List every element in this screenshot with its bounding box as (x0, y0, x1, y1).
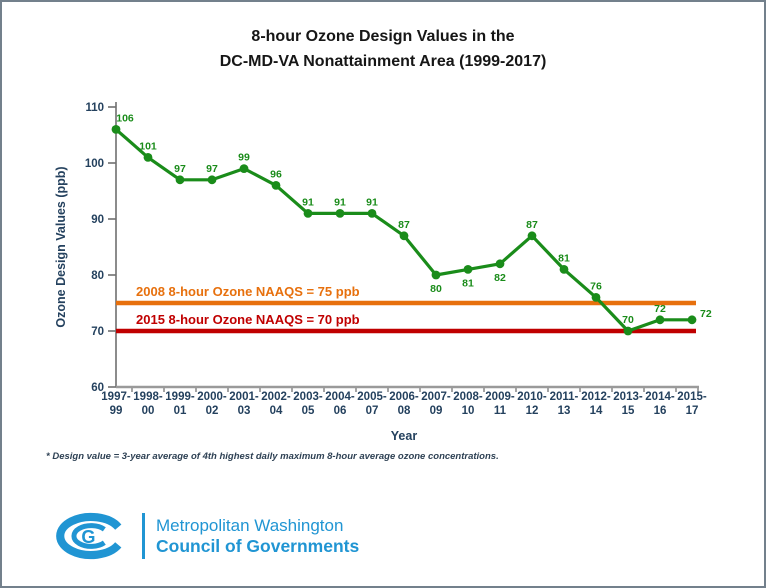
y-tick-label: 90 (91, 214, 104, 226)
x-tick-label: 2008- (453, 391, 483, 403)
data-point-label: 70 (622, 314, 634, 326)
x-tick-label: 2001- (229, 391, 259, 403)
data-point (527, 231, 537, 241)
mwcog-logo: G Metropolitan Washington Council of Gov… (50, 507, 359, 565)
data-point-label: 99 (238, 152, 250, 164)
y-tick-label: 60 (91, 382, 104, 394)
data-point-label: 76 (590, 280, 602, 292)
x-tick-label: 12 (526, 405, 539, 417)
data-point (559, 265, 569, 274)
data-point (431, 270, 441, 280)
data-point-label: 96 (270, 168, 282, 180)
data-point (143, 153, 153, 162)
data-point-label: 72 (700, 308, 712, 320)
data-point (111, 125, 121, 134)
data-point-label: 81 (462, 277, 474, 289)
data-point (623, 326, 633, 336)
x-tick-label: 2009- (485, 391, 515, 403)
x-tick-label: 2011- (550, 391, 579, 403)
x-tick-label: 01 (174, 405, 187, 417)
cog-logo-icon: G (56, 512, 122, 560)
x-tick-label: 2012- (581, 391, 611, 403)
data-point (655, 315, 665, 325)
x-tick-label: 11 (494, 405, 507, 417)
naaqs-reference-label: 2008 8-hour Ozone NAAQS = 75 ppb (136, 284, 360, 299)
data-point-label: 87 (526, 219, 538, 231)
x-tick-label: 14 (590, 405, 603, 417)
data-point (687, 315, 697, 325)
y-tick-label: 110 (85, 102, 104, 114)
logo-divider (142, 513, 145, 559)
x-tick-label: 2015- (677, 391, 707, 403)
data-point-label: 97 (206, 163, 218, 175)
y-tick-label: 100 (85, 158, 104, 170)
x-tick-label: 2000- (197, 391, 227, 403)
data-point (591, 293, 601, 302)
chart-title-line1: 8-hour Ozone Design Values in the (251, 28, 515, 45)
data-point-label: 80 (430, 283, 442, 295)
data-point (239, 164, 249, 173)
chart-title-line2: DC-MD-VA Nonattainment Area (1999-2017) (219, 53, 547, 70)
data-point (495, 259, 505, 269)
data-point-label: 91 (302, 196, 314, 208)
data-point (463, 265, 473, 274)
x-tick-label: 1997- (101, 391, 131, 403)
x-tick-label: 07 (366, 405, 379, 417)
design-value-footnote: * Design value = 3-year average of 4th h… (46, 451, 499, 462)
chart-title: 8-hour Ozone Design Values in the DC-MD-… (2, 24, 764, 74)
x-tick-label: 10 (462, 405, 475, 417)
x-tick-label: 1998- (133, 391, 163, 403)
data-point-label: 82 (494, 272, 506, 284)
data-point-label: 106 (116, 112, 134, 124)
data-point-label: 87 (398, 219, 410, 231)
x-tick-label: 09 (430, 405, 443, 417)
x-tick-label: 2014- (645, 391, 675, 403)
data-point-label: 91 (334, 196, 346, 208)
data-point (367, 209, 377, 218)
x-tick-label: 17 (686, 405, 699, 417)
x-tick-label: 2013- (613, 391, 643, 403)
x-tick-label: 99 (110, 405, 123, 417)
x-tick-label: 2002- (261, 391, 291, 403)
naaqs-reference-label: 2015 8-hour Ozone NAAQS = 70 ppb (136, 312, 360, 327)
y-tick-label: 70 (91, 326, 104, 338)
x-tick-label: 13 (558, 405, 571, 417)
x-tick-label: 00 (142, 405, 155, 417)
ozone-line-chart: 60 70 80 90 100 110 1997- 99 1998- 00 1999- 01 2000-… (54, 102, 712, 443)
data-point-label: 97 (174, 163, 186, 175)
logo-org-name: Metropolitan Washington Council of Gover… (156, 515, 359, 557)
x-tick-label: 15 (622, 405, 635, 417)
x-tick-label: 02 (206, 405, 219, 417)
data-point (175, 175, 185, 185)
x-tick-label: 08 (398, 405, 411, 417)
x-tick-label: 2005- (357, 391, 387, 403)
data-point (271, 181, 281, 190)
x-tick-label: 06 (334, 405, 347, 417)
logo-org-name-line1: Metropolitan Washington (156, 516, 344, 535)
x-tick-label: 16 (654, 405, 667, 417)
y-axis-title: Ozone Design Values (ppb) (54, 166, 68, 327)
x-tick-label: 2006- (389, 391, 419, 403)
logo-org-name-line2: Council of Governments (156, 536, 360, 556)
x-tick-label: 03 (238, 405, 251, 417)
data-point-label: 72 (654, 303, 666, 315)
data-point-label: 91 (366, 196, 378, 208)
y-tick-label: 80 (91, 270, 104, 282)
x-axis-title: Year (391, 429, 418, 443)
data-point (207, 175, 217, 185)
logo-monogram: G (81, 527, 95, 547)
x-tick-label: 04 (270, 405, 283, 417)
data-point-label: 101 (139, 140, 157, 152)
x-tick-label: 1999- (165, 391, 195, 403)
data-point (335, 209, 345, 218)
x-tick-label: 2004- (325, 391, 355, 403)
data-point (303, 209, 313, 218)
x-tick-label: 2010- (517, 391, 547, 403)
x-tick-label: 2007- (421, 391, 451, 403)
data-point-label: 81 (558, 252, 570, 264)
data-point (399, 231, 409, 241)
x-tick-label: 05 (302, 405, 315, 417)
x-tick-label: 2003- (293, 391, 323, 403)
